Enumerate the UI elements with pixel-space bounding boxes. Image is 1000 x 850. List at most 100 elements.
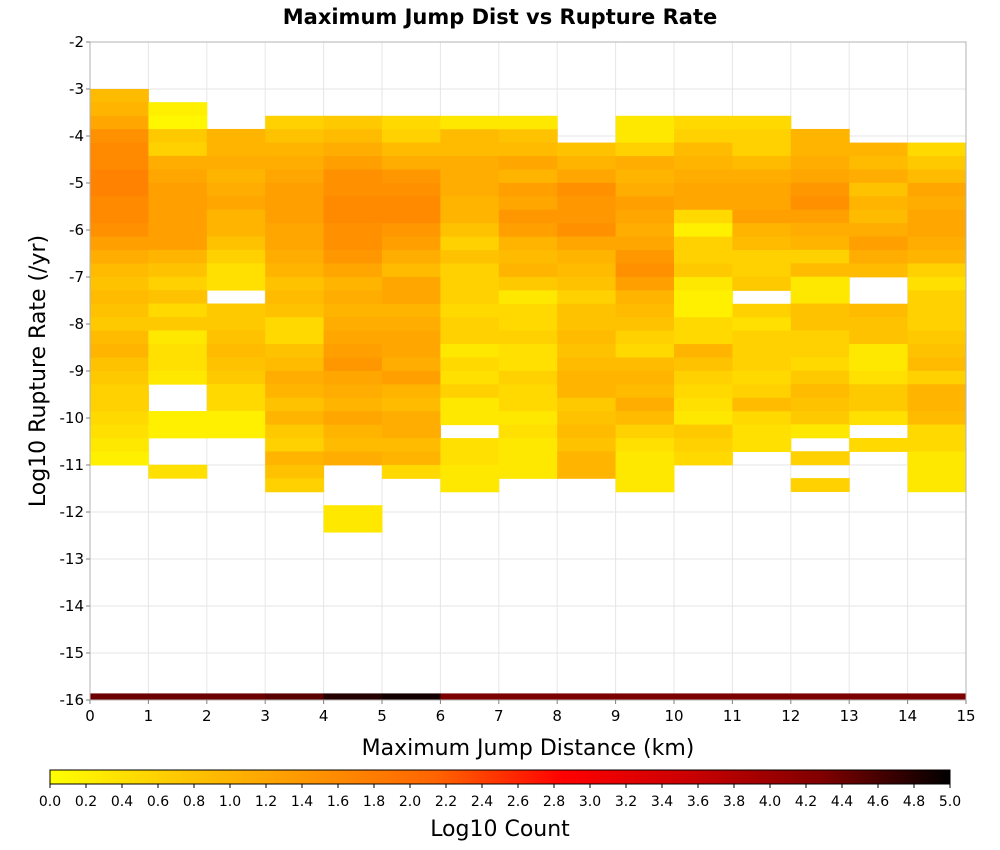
heatmap-cell <box>498 263 558 278</box>
heatmap-cell <box>615 263 675 278</box>
heatmap-cell <box>498 384 558 399</box>
heatmap-cell <box>90 129 149 144</box>
heatmap-cell <box>674 451 733 466</box>
colorbar <box>49 769 951 785</box>
heatmap-cell <box>498 156 558 171</box>
heatmap-cell-bottom <box>382 693 441 700</box>
heatmap-cell <box>382 236 441 251</box>
heatmap-cell <box>498 397 558 412</box>
colorbar-tick-label: 1.0 <box>219 794 241 810</box>
heatmap-cell <box>615 330 675 345</box>
heatmap-cell <box>440 438 500 453</box>
y-tick-label: -13 <box>60 550 85 568</box>
heatmap-cell <box>732 250 792 265</box>
heatmap-cell <box>265 397 325 412</box>
heatmap-cell <box>440 464 500 479</box>
heatmap-cell <box>557 317 617 332</box>
heatmap-cell <box>323 303 383 318</box>
heatmap-cell-bottom <box>790 693 850 700</box>
heatmap-cell-bottom <box>323 693 383 700</box>
heatmap-cell <box>907 223 967 238</box>
heatmap-cell <box>849 142 909 157</box>
colorbar-ticks: 0.0 0.2 0.4 0.6 0.8 1.0 1.2 1.4 1.6 1.8 2.0 2.2 2.4 2… <box>39 784 961 810</box>
y-tick-label: -16 <box>60 691 85 709</box>
heatmap-cell <box>790 303 850 318</box>
heatmap-cell <box>907 317 967 332</box>
heatmap-cell <box>206 370 266 385</box>
heatmap-cell <box>557 236 617 251</box>
heatmap-cell <box>849 196 909 211</box>
heatmap-cell <box>265 411 325 426</box>
heatmap-cell <box>90 142 149 157</box>
heatmap-cell <box>382 451 441 466</box>
y-tick-label: -7 <box>69 268 84 286</box>
heatmap-cell <box>382 438 441 453</box>
heatmap-cell <box>323 169 383 184</box>
heatmap-cell <box>674 182 733 197</box>
heatmap-cell <box>498 223 558 238</box>
heatmap-cell-bottom <box>90 693 149 700</box>
heatmap-cell <box>206 303 266 318</box>
heatmap-cell <box>90 411 149 426</box>
heatmap-cell <box>148 370 208 385</box>
heatmap-cell <box>674 115 733 130</box>
colorbar-tick-label: 2.2 <box>435 794 457 810</box>
heatmap-cell <box>440 223 500 238</box>
heatmap-cell <box>90 317 149 332</box>
heatmap-cell <box>323 156 383 171</box>
heatmap-cell <box>498 344 558 359</box>
heatmap-cell <box>732 115 792 130</box>
heatmap-cell <box>323 142 383 157</box>
heatmap-cell <box>674 384 733 399</box>
heatmap-cell <box>790 451 850 466</box>
y-tick-label: -4 <box>69 127 84 145</box>
heatmap-cell <box>732 438 792 453</box>
heatmap-cell <box>615 276 675 291</box>
colorbar-label: Log10 Count <box>430 817 570 842</box>
heatmap-cell <box>790 196 850 211</box>
colorbar-tick-label: 4.8 <box>903 794 925 810</box>
heatmap-cell <box>790 249 850 264</box>
heatmap-cell <box>732 169 792 184</box>
heatmap-cell <box>90 182 149 197</box>
heatmap-cell <box>498 303 558 318</box>
heatmap-cell <box>206 357 266 372</box>
heatmap-cell <box>206 263 266 278</box>
heatmap-cell-bottom <box>206 693 266 700</box>
heatmap-cell <box>557 303 617 318</box>
heatmap-cell <box>674 169 733 184</box>
heatmap-cell <box>90 397 149 412</box>
heatmap-cell <box>382 357 441 372</box>
colorbar-tick-label: 0.0 <box>39 794 61 810</box>
x-tick-label: 2 <box>202 707 212 725</box>
heatmap-cell <box>615 223 675 238</box>
heatmap-cell <box>907 397 967 412</box>
heatmap-cell <box>849 384 909 399</box>
heatmap-cell <box>382 182 441 197</box>
heatmap-cell <box>732 156 792 171</box>
heatmap-cell <box>148 290 208 305</box>
heatmap-cell <box>90 263 149 278</box>
y-tick-label: -11 <box>60 456 85 474</box>
heatmap-cell <box>206 410 266 425</box>
heatmap-cell <box>907 209 967 224</box>
heatmap-cell-bottom <box>615 693 675 700</box>
heatmap-cell <box>615 384 675 399</box>
heatmap-cell <box>615 317 675 332</box>
heatmap-cell <box>732 344 792 359</box>
heatmap-cell <box>615 115 675 130</box>
heatmap-cell <box>557 156 617 170</box>
heatmap-cell <box>557 357 617 372</box>
heatmap-cell <box>498 209 558 224</box>
heatmap-cell <box>907 263 967 278</box>
heatmap-cell <box>90 290 149 305</box>
heatmap-cell <box>265 115 325 130</box>
heatmap-cell <box>615 142 675 157</box>
heatmap-cell <box>440 384 500 399</box>
heatmap-cell <box>265 317 325 332</box>
heatmap-cell <box>323 290 383 305</box>
heatmap-cell <box>382 169 441 184</box>
heatmap-cell <box>382 250 441 265</box>
heatmap-cell <box>674 344 733 359</box>
heatmap-cell <box>90 102 149 117</box>
